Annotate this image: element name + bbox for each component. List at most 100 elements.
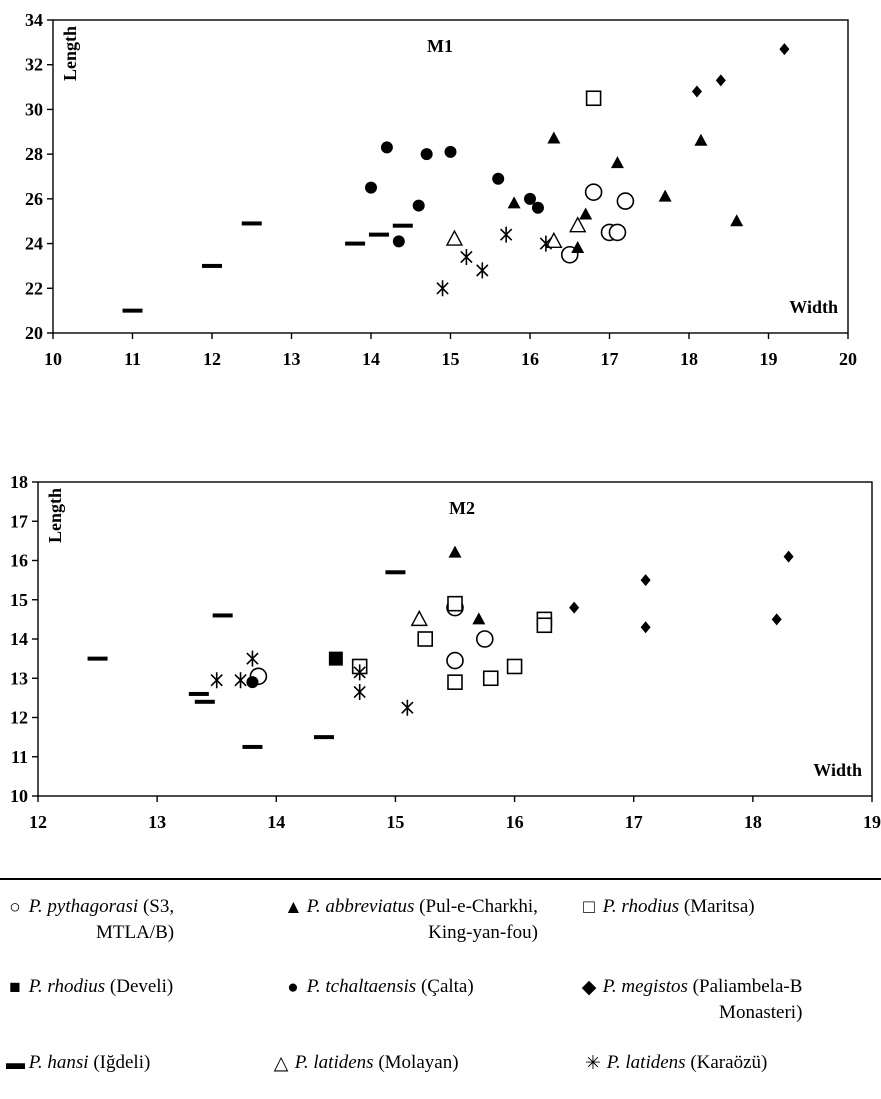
data-point-dash [242,744,263,749]
data-point-asterisk [539,235,553,252]
data-point-filled-diamond [779,43,790,56]
legend-item-hansi: ▬ P. hansi (Iğdeli) [6,1050,150,1076]
legend-locality: (Iğdeli) [93,1052,151,1073]
data-point-asterisk [353,683,366,700]
legend-species: P. hansi [28,1052,89,1073]
data-point-filled-square [328,651,343,666]
legend: ○ P. pythagorasi (S3, MTLA/B) ▲ P. abbre… [0,878,881,1099]
data-point-open-square [482,670,499,687]
x-tick-label: 10 [44,349,62,369]
legend-locality: (Develi) [109,976,174,997]
data-point-filled-circle [365,181,377,194]
data-point-dash [194,699,215,704]
x-tick-label: 17 [601,349,619,369]
data-point-filled-circle [246,676,259,689]
data-point-asterisk [353,664,366,681]
y-axis-label: Length [45,488,65,543]
data-point-open-triangle [445,229,464,246]
legend-item-tchaltaensis: ● P. tchaltaensis (Çalta) [284,974,473,1000]
x-tick-label: 16 [521,349,539,369]
data-point-filled-triangle [547,131,561,144]
y-tick-label: 11 [11,747,28,767]
x-tick-label: 17 [625,812,643,832]
y-tick-label: 10 [10,786,28,806]
legend-species: P. abbreviatus [306,896,415,917]
legend-species: P. pythagorasi [28,896,139,917]
data-point-filled-triangle [507,196,521,209]
data-point-open-square [417,631,434,647]
data-point-open-square [506,658,523,675]
data-point-open-circle [584,183,603,201]
data-point-filled-triangle [730,214,744,227]
legend-locality-cont: King-yan-fou) [428,922,538,944]
scatter-charts: 10 11 12 13 14 15 16 17 18 19 20 20 22 24 26 28 30 32 34 M1… [10,10,881,832]
x-tick-label: 14 [362,349,380,369]
y-tick-label: 34 [25,10,43,30]
x-tick-label: 18 [680,349,698,369]
legend-item-rhodius-develi: ■ P. rhodius (Develi) [6,974,173,1000]
data-point-asterisk [401,699,414,716]
data-point-dash [313,735,334,740]
data-point-open-square [585,90,602,107]
y-tick-label: 28 [25,144,43,164]
y-tick-label: 30 [25,99,43,119]
data-point-filled-circle [524,192,536,205]
data-point-open-triangle [410,609,428,627]
y-tick-label: 12 [10,708,28,728]
filled-triangle-icon: ▲ [284,897,303,919]
data-point-filled-diamond [715,74,726,87]
y-tick-label: 15 [10,590,28,610]
data-point-filled-circle [392,235,405,248]
data-point-open-circle [475,630,494,648]
data-point-filled-triangle [610,156,624,169]
data-point-filled-diamond [640,574,651,587]
data-point-filled-diamond [640,621,651,634]
y-tick-label: 13 [10,668,28,688]
data-point-filled-triangle [472,612,486,625]
x-tick-label: 18 [744,812,762,832]
data-point-open-circle [446,651,464,670]
data-point-filled-diamond [771,613,782,626]
data-point-filled-triangle [571,241,585,254]
open-triangle-icon: △ [273,1053,289,1075]
data-point-filled-circle [444,145,457,158]
legend-item-pythagorasi: ○ P. pythagorasi (S3, MTLA/B) [6,894,174,945]
legend-locality: (S3, [142,896,175,917]
y-tick-label: 26 [25,189,43,209]
data-point-open-square [536,617,553,634]
data-point-open-square [447,674,463,690]
x-axis-label: Width [813,760,862,780]
dash-icon: ▬ [6,1053,25,1075]
data-point-filled-triangle [448,545,462,558]
data-point-asterisk [499,226,513,243]
x-tick-label: 14 [267,812,285,832]
y-tick-label: 20 [25,323,43,343]
x-tick-label: 12 [203,349,221,369]
legend-item-abbreviatus: ▲ P. abbreviatus (Pul-e-Charkhi, King-ya… [284,894,538,945]
y-tick-label: 24 [25,234,43,254]
chart-panel-m2: 12 13 14 15 16 17 18 19 10 11 12 13 14 15 16 17 18 M2 Leng… [10,472,881,832]
y-tick-label: 17 [10,511,28,531]
legend-species: P. rhodius [28,976,106,997]
data-point-filled-diamond [783,550,794,563]
chart-panel-m1: 10 11 12 13 14 15 16 17 18 19 20 20 22 24 26 28 30 32 34 M1… [25,10,857,369]
data-point-filled-circle [531,201,544,214]
panel-title: M2 [449,498,475,518]
plot-frame [52,19,849,334]
data-point-dash [392,223,413,228]
data-point-dash [87,656,108,661]
data-point-asterisk [460,248,473,265]
y-tick-label: 18 [10,472,28,492]
filled-diamond-icon: ◆ [581,977,597,999]
x-tick-label: 19 [760,349,778,369]
data-point-dash [212,613,233,618]
x-tick-label: 19 [863,812,881,832]
legend-species: P. rhodius [602,896,680,917]
filled-square-icon: ■ [9,977,21,999]
data-point-dash [188,691,209,696]
data-point-filled-circle [412,199,425,212]
legend-item-latidens-molayan: △ P. latidens (Molayan) [272,1050,459,1076]
data-point-dash [368,232,389,237]
legend-locality: (Pul-e-Charkhi, [419,896,538,917]
data-point-dash [202,263,222,268]
